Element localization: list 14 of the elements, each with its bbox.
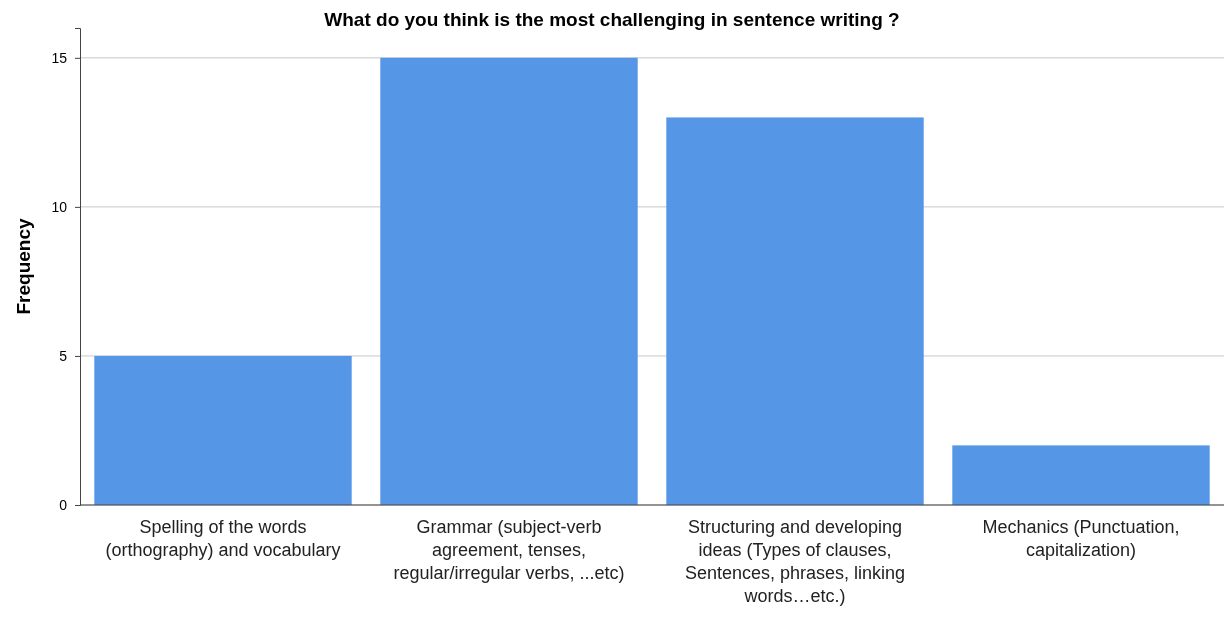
x-tick-label: Mechanics (Punctuation, capitalization) bbox=[982, 517, 1180, 560]
x-tick-label: Spelling of the words (orthography) and vocabulary bbox=[105, 517, 341, 560]
y-tick-label: 0 bbox=[59, 496, 68, 513]
y-axis-title: Frequency bbox=[13, 218, 34, 315]
y-tick-label: 10 bbox=[51, 198, 68, 215]
bar bbox=[666, 117, 924, 505]
x-tick-label: Structuring and developing ideas (Types of clauses, Sentences, phrases, linking words…etc.) bbox=[684, 517, 906, 606]
chart-title: What do you think is the most challenging in sentence writing ? bbox=[324, 9, 900, 30]
bar bbox=[94, 355, 352, 505]
bar bbox=[380, 57, 638, 505]
y-tick-label: 5 bbox=[59, 347, 68, 364]
bar bbox=[952, 445, 1210, 505]
x-tick-label: Grammar (subject-verb agreement, tenses, regular/irregular verbs, ...etc) bbox=[393, 517, 625, 583]
y-tick-label: 15 bbox=[51, 49, 68, 66]
